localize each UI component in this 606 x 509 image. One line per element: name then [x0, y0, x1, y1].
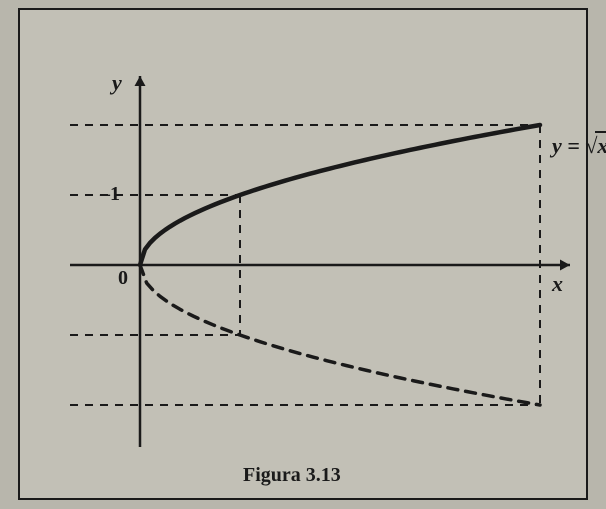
x-axis-arrow — [560, 260, 570, 271]
chart-svg — [18, 8, 588, 500]
x-axis-label: x — [552, 271, 563, 297]
equation-radicand: x — [595, 131, 606, 159]
origin-label: 0 — [118, 267, 128, 290]
equation-label: y = √x — [552, 131, 606, 159]
equation-lhs: y = — [552, 133, 580, 158]
chart-area — [18, 8, 588, 500]
curve-sqrt_pos — [140, 125, 540, 265]
sqrt-icon: √x — [585, 131, 606, 159]
y-axis-label: y — [112, 70, 122, 96]
page: y x 0 –1 y = √x Figura 3.13 — [0, 0, 606, 509]
figure-caption: Figura 3.13 — [243, 464, 341, 487]
y-axis-arrow — [135, 76, 146, 86]
tick-label-neg1: –1 — [100, 183, 120, 206]
curve-sqrt_neg — [140, 265, 540, 405]
